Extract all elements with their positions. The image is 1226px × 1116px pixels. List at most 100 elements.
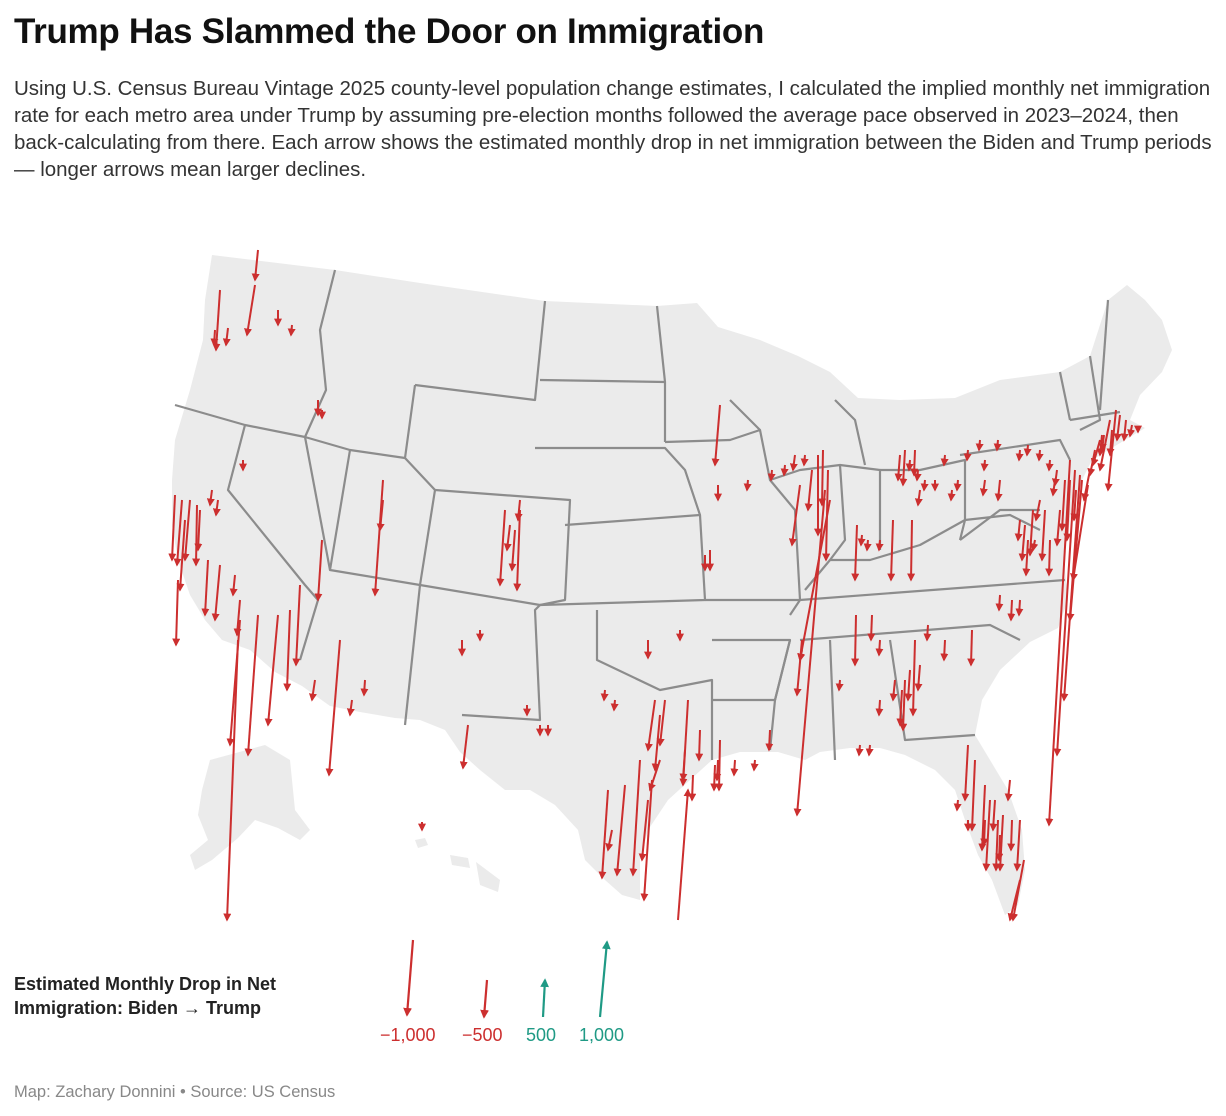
legend-label-minus-1000: −1,000 <box>380 1025 436 1045</box>
metro-decline-arrow <box>767 469 776 482</box>
metro-decline-arrow <box>711 404 721 467</box>
metro-decline-arrow <box>953 479 962 492</box>
metro-decline-arrow <box>914 664 923 692</box>
metro-decline-arrow <box>867 614 876 642</box>
metro-decline-arrow <box>496 509 506 587</box>
metro-decline-arrow <box>907 519 916 582</box>
metro-decline-arrow <box>980 459 989 472</box>
metro-decline-arrow <box>920 479 929 492</box>
metro-decline-arrow <box>1004 779 1013 802</box>
metro-decline-arrow <box>244 614 259 757</box>
metro-decline-arrow <box>804 469 813 512</box>
metro-decline-arrow <box>613 784 626 877</box>
metro-decline-arrow <box>1007 879 1021 922</box>
metro-decline-arrow <box>308 679 317 702</box>
metro-decline-arrow <box>875 539 884 552</box>
metro-decline-arrow <box>1007 819 1016 852</box>
metro-decline-arrow <box>1053 509 1062 547</box>
metro-decline-arrow <box>750 759 759 772</box>
metro-decline-arrow <box>855 744 864 757</box>
metro-decline-arrow <box>835 679 844 692</box>
metro-decline-arrow <box>1113 414 1122 442</box>
metro-decline-arrow <box>1038 509 1047 562</box>
metro-decline-arrow <box>1070 489 1079 522</box>
metro-decline-arrow <box>695 729 704 762</box>
metro-decline-arrow <box>1045 459 1071 827</box>
metro-decline-arrow <box>229 574 238 597</box>
metro-decline-arrow <box>968 759 977 832</box>
metro-decline-arrow <box>982 799 991 872</box>
metro-decline-arrow <box>605 829 614 852</box>
metro-decline-arrow <box>995 834 1004 862</box>
metro-decline-arrow <box>905 459 914 472</box>
metro-decline-arrow <box>1097 419 1111 472</box>
metro-decline-arrow <box>923 624 932 642</box>
legend-title: Estimated Monthly Drop in Net Immigratio… <box>14 974 277 1018</box>
metro-decline-arrow <box>1127 424 1136 438</box>
metro-decline-arrow <box>947 489 956 502</box>
metro-decline-arrow <box>1033 499 1042 522</box>
metro-decline-arrow <box>992 819 1001 872</box>
metro-decline-arrow <box>715 739 724 792</box>
metro-decline-arrow <box>793 639 803 697</box>
metro-decline-arrow <box>1045 459 1054 472</box>
metro-decline-arrow <box>979 479 988 497</box>
metro-decline-arrow <box>780 464 789 477</box>
map-title: Trump Has Slammed the Door on Immigratio… <box>14 12 765 51</box>
metro-decline-arrow <box>993 439 1002 452</box>
metro-decline-arrow <box>201 559 210 617</box>
metro-decline-arrow <box>206 489 215 507</box>
metro-decline-arrow <box>192 504 201 567</box>
metro-decline-arrow <box>904 669 913 702</box>
hawaii-landmass <box>415 838 500 892</box>
metro-decline-arrow <box>1051 469 1060 487</box>
metro-decline-arrow <box>244 284 256 337</box>
metro-decline-arrow <box>914 489 923 507</box>
metro-decline-arrow <box>325 639 341 777</box>
metro-decline-arrow <box>1066 479 1083 622</box>
metro-decline-arrow <box>360 679 369 697</box>
metro-decline-arrow <box>233 599 242 637</box>
metro-decline-arrow <box>865 744 874 757</box>
metro-decline-arrow <box>713 759 722 782</box>
metro-decline-arrow <box>172 579 181 647</box>
metro-decline-arrow <box>913 469 922 482</box>
metro-decline-arrow <box>1106 429 1115 457</box>
metro-decline-arrow <box>503 524 512 552</box>
metro-decline-arrow <box>989 799 998 832</box>
metro-decline-arrow <box>459 724 469 770</box>
metro-decline-arrow <box>1045 539 1054 577</box>
metro-decline-arrow <box>210 329 219 347</box>
metro-decline-arrow <box>1023 444 1032 457</box>
metro-decline-arrow <box>710 764 719 792</box>
metro-decline-arrow <box>889 679 898 702</box>
metro-decline-arrow <box>181 499 191 562</box>
alaska-landmass <box>190 745 310 870</box>
metro-decline-arrow <box>909 639 918 717</box>
metro-decline-arrow <box>314 539 323 602</box>
metro-decline-arrow <box>961 744 970 802</box>
metro-decline-arrow <box>875 639 884 657</box>
metro-decline-arrow <box>264 614 279 727</box>
metro-decline-arrow <box>600 689 609 702</box>
metro-decline-arrow <box>894 454 903 482</box>
metro-decline-arrow <box>765 729 774 752</box>
metro-decline-arrow <box>995 594 1004 612</box>
legend-arrow-minus-1000 <box>403 939 415 1017</box>
metro-decline-arrow <box>610 699 619 712</box>
legend-label-1000: 1,000 <box>579 1025 625 1045</box>
metro-decline-arrow <box>863 539 872 552</box>
metro-decline-arrow <box>1120 419 1129 442</box>
metro-decline-arrow <box>598 789 609 880</box>
metro-decline-arrow <box>1104 409 1117 492</box>
metro-decline-arrow <box>1007 599 1016 622</box>
metro-decline-arrow <box>940 454 949 467</box>
metro-decline-arrow <box>1030 539 1039 552</box>
legend-arrows <box>403 939 611 1019</box>
metro-decline-arrow <box>975 439 984 452</box>
metro-decline-arrow <box>797 499 831 662</box>
metro-decline-arrow <box>223 639 239 922</box>
metro-decline-arrow <box>1013 819 1022 872</box>
metro-decline-arrow <box>629 759 641 877</box>
metro-decline-arrow <box>656 699 666 747</box>
